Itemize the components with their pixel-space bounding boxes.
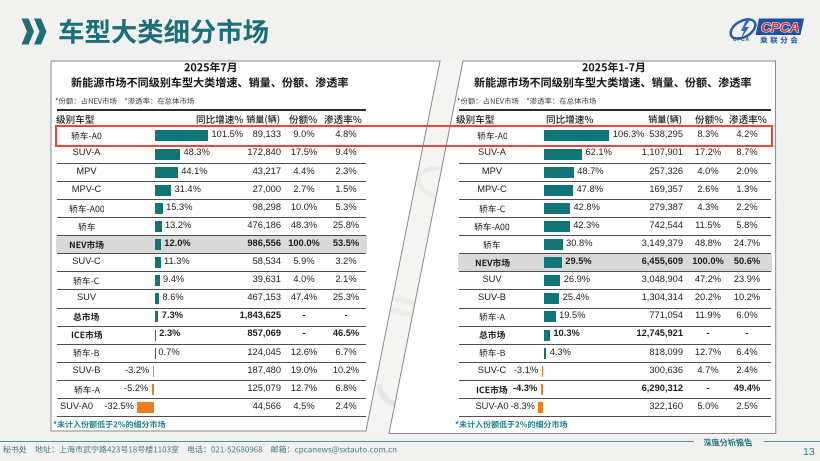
svg-text:CPCA: CPCA (733, 37, 750, 43)
svg-text:CPCA: CPCA (761, 19, 799, 35)
